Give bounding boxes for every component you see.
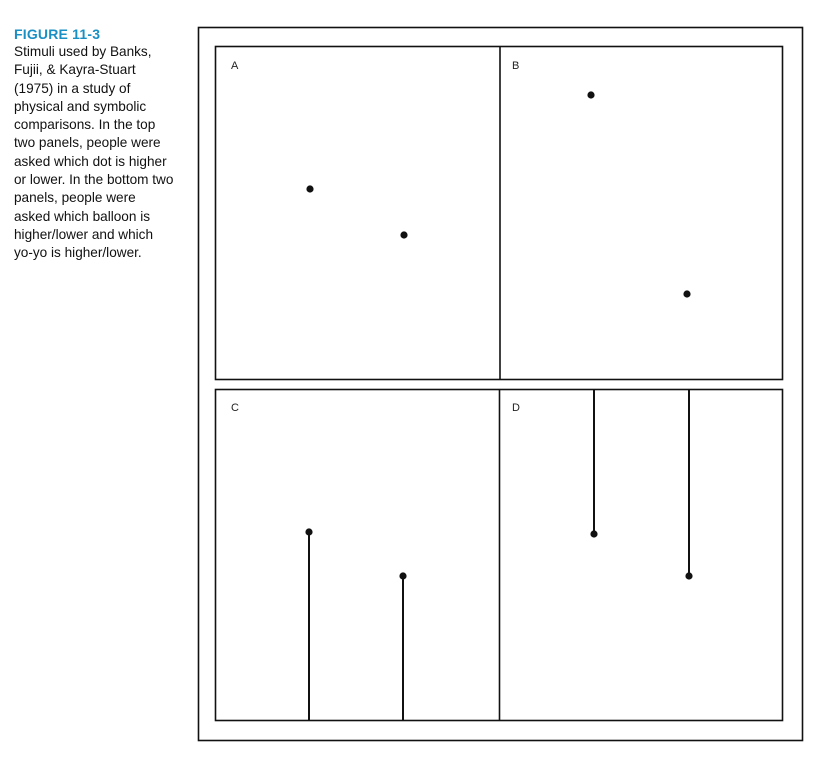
outer-frame bbox=[197, 26, 804, 742]
balloon-head bbox=[399, 572, 407, 580]
yoyo-head bbox=[685, 572, 693, 580]
panel-b-letter: B bbox=[512, 60, 519, 72]
panel-a-letter: A bbox=[231, 60, 239, 72]
panel-a: A bbox=[231, 60, 408, 239]
figure-label: FIGURE 11-3 bbox=[14, 26, 101, 42]
balloon-head bbox=[305, 528, 313, 536]
yoyo-head bbox=[590, 530, 598, 538]
top-panels-box bbox=[214, 45, 784, 381]
panel-c-balloon-left bbox=[305, 528, 313, 720]
panel-a-dot-right bbox=[400, 231, 408, 239]
panel-d-letter: D bbox=[512, 402, 520, 414]
panel-d-yoyo-right bbox=[685, 389, 693, 580]
figure-caption: FIGURE 11-3 Stimuli used by Banks, Fujii… bbox=[14, 25, 174, 263]
panel-a-dot-left bbox=[306, 185, 314, 193]
panel-d: D bbox=[512, 389, 693, 580]
panel-c-letter: C bbox=[231, 402, 239, 414]
panel-b-dot-left bbox=[587, 91, 595, 99]
figure-caption-text: Stimuli used by Banks, Fujii, & Kayra-St… bbox=[14, 44, 174, 261]
panel-c-balloon-right bbox=[399, 572, 407, 720]
panel-d-yoyo-left bbox=[590, 389, 598, 538]
panel-c: C bbox=[231, 402, 407, 720]
panel-b-dot-right bbox=[683, 290, 691, 298]
panel-b: B bbox=[512, 60, 691, 298]
